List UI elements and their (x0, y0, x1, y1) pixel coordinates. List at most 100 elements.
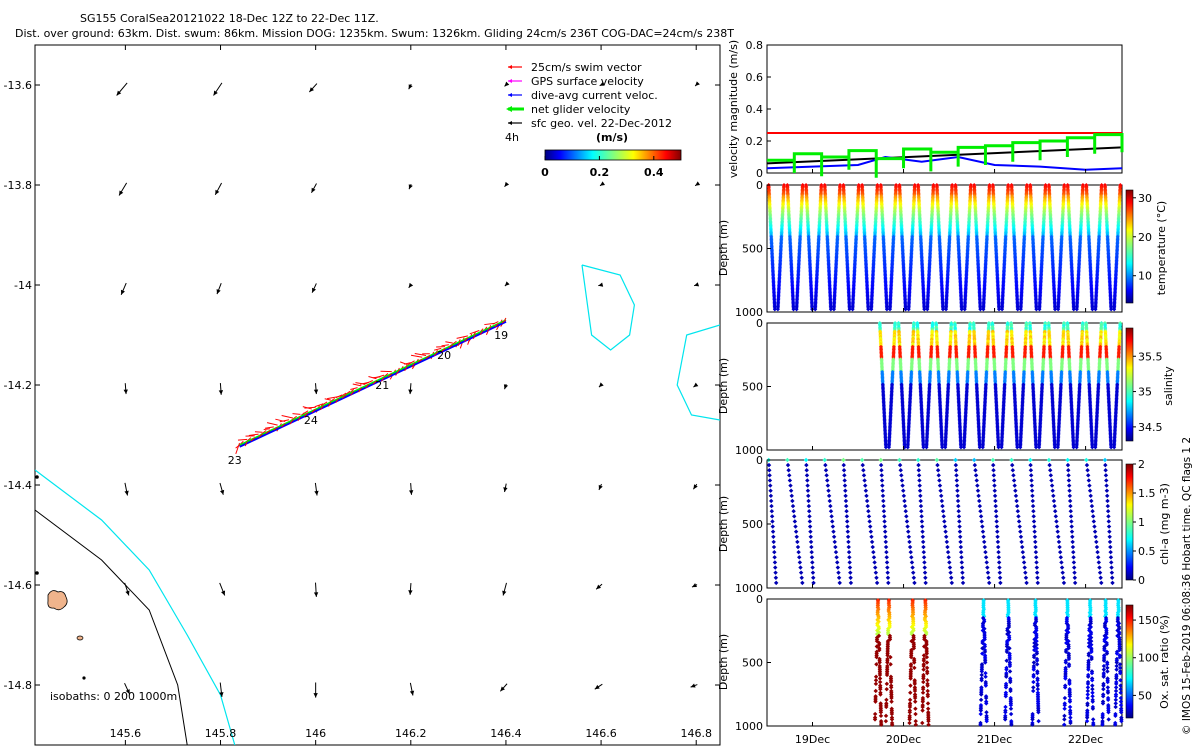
sfc-geo-vector-head (408, 84, 413, 90)
temperature-ylabel: Depth (m) (717, 220, 730, 276)
sfc-geo-vector-head (503, 487, 508, 492)
temperature-sample (791, 307, 796, 312)
swim-vector (263, 428, 271, 430)
sfc-geo-vector-head (409, 490, 414, 495)
legend-gps-label: GPS surface velocity (531, 75, 644, 88)
map-x-tick-label: 146.4 (490, 727, 522, 740)
sfc-geo-vector-head (215, 189, 220, 195)
velocity-y-tick-label: 0.6 (746, 71, 764, 84)
temperature-sample (772, 307, 777, 312)
sfc-geo-vector-head (599, 81, 605, 86)
swim-vector (492, 321, 499, 325)
swim-vector (235, 442, 241, 455)
sfc-geo-vector-head (600, 181, 605, 186)
swim-vector (324, 398, 331, 401)
island-shape (47, 590, 68, 611)
swim-vector (368, 376, 377, 380)
swim-vector (403, 362, 411, 365)
colorbar-tick-label: 30 (1138, 192, 1152, 205)
temperature-profiles (766, 183, 1123, 312)
sfc-geo-vector-head (695, 81, 700, 87)
sfc-geo-vector-head (125, 590, 130, 596)
sfc-geo-vector-head (503, 384, 509, 390)
dive-avg-current-track (239, 320, 507, 448)
sfc-geo-vector-head (119, 190, 124, 196)
sfc-geo-vector-head (213, 90, 218, 96)
coast-point (82, 676, 86, 680)
swim-vector (469, 330, 480, 335)
swim-vector (352, 383, 362, 387)
swim-vector (433, 347, 442, 351)
swim-vector (304, 412, 309, 417)
sfc-geo-vector-head (124, 490, 129, 496)
velocity-axes: 00.20.40.60.8 (746, 39, 1087, 180)
figure-title: SG155 CoralSea20121022 18-Dec 12Z to 22-… (80, 12, 379, 25)
swim-vector (292, 413, 301, 415)
sfc-geo-vector-head (311, 187, 316, 193)
swim-vector (314, 403, 324, 408)
colorbar-tick-label: 10 (1138, 270, 1152, 283)
sfc-geo-vector-head (314, 490, 319, 496)
sfc-geo-vector-head (221, 590, 226, 596)
sfc-geo-vector-head (596, 584, 602, 590)
swim-vector (279, 419, 290, 423)
map-y-tick-label: -14 (14, 279, 32, 292)
sfc-geo-vector-head (408, 282, 414, 288)
swim-vector (484, 322, 495, 326)
map-legend: 25cm/s swim vector GPS surface velocity … (505, 61, 682, 179)
dive-avg-current-series (766, 155, 1123, 171)
coast-point (35, 475, 39, 479)
legend-gps-head (508, 79, 512, 83)
legend-swim-vector-label: 25cm/s swim vector (531, 61, 642, 74)
track-day-label: 24 (304, 414, 318, 427)
track-day-label: 19 (494, 329, 508, 342)
swim-vector (248, 433, 259, 436)
depth-tick-label: 0 (756, 179, 763, 192)
swim-vector (301, 410, 309, 416)
swim-vector (335, 394, 343, 399)
sfc-geo-vector-head (502, 590, 507, 596)
swim-vector (265, 430, 271, 435)
map-y-tick-label: -14.4 (4, 479, 32, 492)
swim-vector (335, 398, 339, 403)
swim-vector (365, 383, 370, 389)
sfc-geo-vector-head (693, 382, 699, 388)
legend-sfc-geo-label: sfc geo. vel. 22-Dec-2012 (531, 117, 672, 130)
swim-vector (487, 326, 492, 332)
sfc-geo-vector-head (598, 282, 604, 287)
map-x-tick-label: 146.8 (680, 727, 712, 740)
swim-vector (304, 406, 316, 409)
swim-vector (501, 319, 507, 324)
map-x-tick-label: 146.2 (395, 727, 427, 740)
map-x-tick-label: 146.6 (585, 727, 617, 740)
swim-vector (494, 323, 499, 328)
track-day-label: 23 (228, 454, 242, 467)
swim-vector (387, 373, 393, 378)
sfc-geo-vector-head (219, 692, 224, 697)
sfc-geo-vector-head (690, 683, 696, 688)
isobath-note: isobaths: 0 200 1000m (50, 690, 177, 703)
legend-net-velocity-label: net glider velocity (531, 103, 631, 116)
sfc-geo-vector-head (408, 590, 413, 595)
sfc-geo-vector-head (694, 282, 700, 287)
temperature-sample (813, 307, 818, 312)
velocity-panel: 00.20.40.60.8 velocity magnitude (m/s) (727, 39, 1124, 180)
map-frame (34, 44, 721, 746)
depth-tick-label: 500 (742, 243, 763, 256)
temperature-sample (828, 307, 833, 312)
net-glider-velocity-series (767, 133, 1124, 178)
swim-vector (265, 426, 274, 429)
isobath-200-line (35, 469, 236, 745)
swim-vector (411, 362, 416, 368)
sfc-geo-vector-head (312, 287, 317, 293)
swim-vector (289, 419, 294, 425)
swim-vector (273, 426, 278, 431)
sfc-geo-speed-series (766, 146, 1123, 165)
isobath-200-east (676, 324, 720, 421)
sfc-geo-vector-head (693, 484, 698, 490)
swim-vector (254, 431, 263, 433)
swim-vector (479, 330, 484, 335)
map-x-tick-label: 145.8 (205, 727, 237, 740)
